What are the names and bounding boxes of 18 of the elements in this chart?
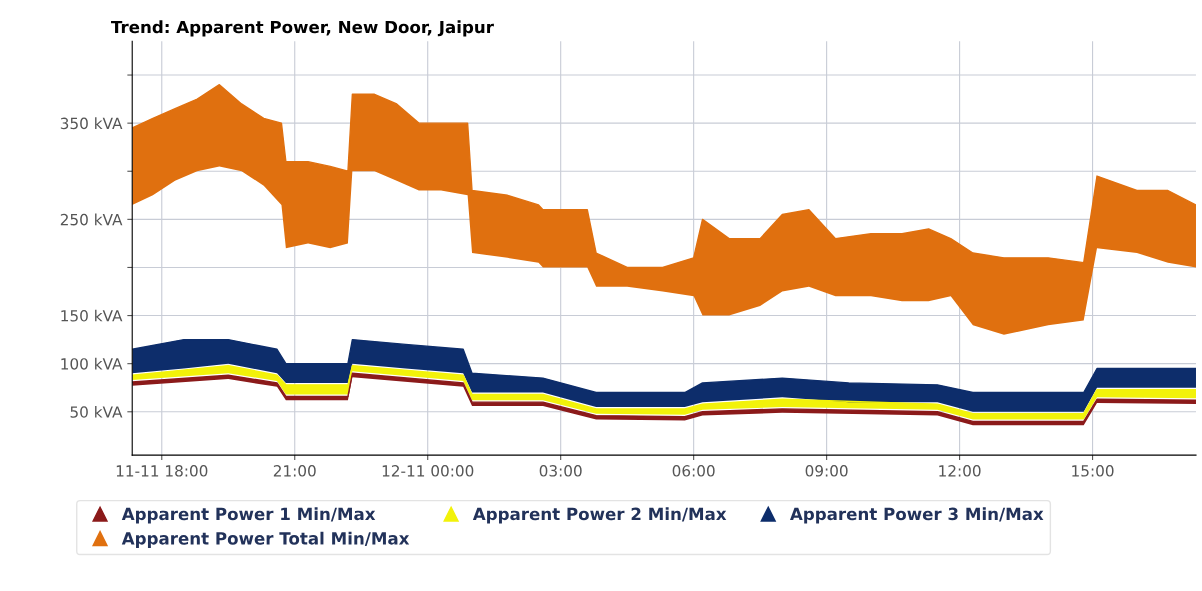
legend-label: Apparent Power 3 Min/Max bbox=[789, 507, 1044, 524]
x-tick-label: 06:00 bbox=[672, 465, 715, 477]
legend-label: Apparent Power 1 Min/Max bbox=[121, 507, 376, 524]
x-tick-label: 09:00 bbox=[805, 465, 848, 477]
x-tick-label: 12-11 00:00 bbox=[382, 465, 474, 477]
y-tick-label: 150 kVA bbox=[61, 309, 123, 322]
x-tick-label: 21:00 bbox=[273, 465, 316, 477]
y-tick-label: 350 kVA bbox=[60, 117, 123, 130]
x-tick-label: 12:00 bbox=[939, 465, 981, 477]
x-tick-label: 03:00 bbox=[539, 465, 582, 477]
legend-label: Apparent Power 2 Min/Max bbox=[472, 507, 727, 524]
y-tick-label: 100 kVA bbox=[61, 357, 123, 370]
chart-title: Trend: Apparent Power, New Door, Jaipur bbox=[111, 20, 494, 37]
x-tick-label: 11-11 18:00 bbox=[116, 465, 208, 477]
y-tick-label: 250 kVA bbox=[60, 213, 123, 226]
legend-label: Apparent Power Total Min/Max bbox=[121, 531, 410, 548]
y-tick-label: 50 kVA bbox=[70, 405, 123, 418]
x-tick-label: 15:00 bbox=[1072, 465, 1114, 477]
